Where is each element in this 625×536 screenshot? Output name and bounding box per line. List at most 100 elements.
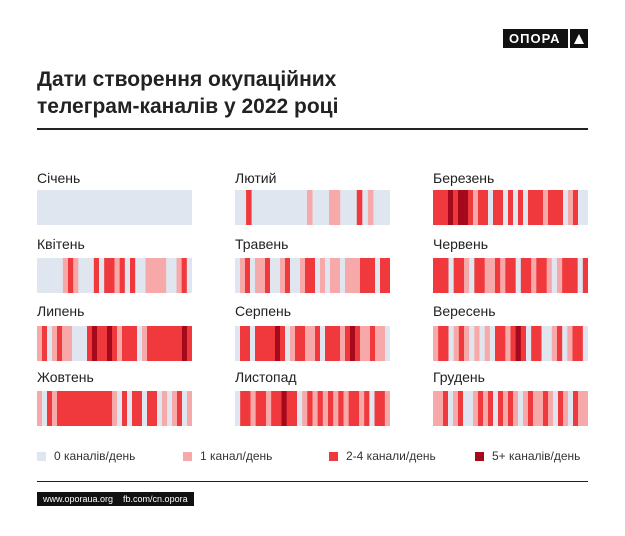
day-cell — [307, 391, 313, 426]
day-cell — [526, 326, 532, 361]
day-cell — [83, 258, 90, 293]
day-cell — [260, 391, 267, 426]
day-cell — [493, 391, 499, 426]
day-cell — [438, 326, 444, 361]
day-cell — [518, 190, 524, 225]
day-cell — [62, 391, 68, 426]
day-cell — [538, 391, 544, 426]
day-cell — [246, 190, 253, 225]
day-cell — [498, 391, 504, 426]
day-cell — [474, 258, 480, 293]
day-cell — [543, 190, 549, 225]
day-cell — [355, 258, 361, 293]
day-cell — [182, 391, 188, 426]
day-cell — [508, 391, 514, 426]
day-cell — [546, 326, 553, 361]
day-cell — [489, 258, 496, 293]
day-cell — [82, 326, 88, 361]
day-cell — [135, 258, 141, 293]
day-cell — [87, 190, 93, 225]
title-divider — [37, 128, 588, 130]
day-cell — [255, 391, 262, 426]
day-cell — [182, 190, 188, 225]
day-cell — [360, 258, 366, 293]
day-cell — [257, 190, 264, 225]
day-cell — [112, 326, 118, 361]
day-cell — [558, 190, 564, 225]
month-label: Червень — [433, 236, 488, 252]
day-cell — [453, 391, 459, 426]
day-cell — [567, 258, 573, 293]
day-cell — [235, 326, 241, 361]
day-cell — [538, 190, 544, 225]
day-cell — [130, 258, 136, 293]
month-strip — [37, 258, 192, 293]
day-cell — [37, 190, 43, 225]
day-cell — [458, 258, 465, 293]
legend-swatch — [183, 451, 192, 461]
day-cell — [345, 190, 352, 225]
day-cell — [279, 190, 286, 225]
day-cell — [370, 258, 376, 293]
day-cell — [479, 326, 486, 361]
day-cell — [295, 326, 301, 361]
day-cell — [62, 326, 68, 361]
day-cell — [541, 326, 548, 361]
day-cell — [137, 190, 143, 225]
footer-site: www.oporaua.org — [43, 494, 114, 504]
day-cell — [355, 326, 361, 361]
day-cell — [187, 190, 192, 225]
day-cell — [290, 326, 296, 361]
day-cell — [329, 190, 336, 225]
day-cell — [557, 258, 563, 293]
day-cell — [291, 391, 298, 426]
day-cell — [551, 258, 558, 293]
day-cell — [483, 190, 489, 225]
day-cell — [448, 391, 454, 426]
day-cell — [119, 258, 126, 293]
day-cell — [505, 258, 511, 293]
day-cell — [484, 326, 491, 361]
month-label: Липень — [37, 303, 85, 319]
month-label: Жовтень — [37, 369, 94, 385]
legend-label: 1 канал/день — [200, 449, 273, 463]
legend-item: 1 канал/день — [183, 449, 272, 463]
day-cell — [338, 391, 344, 426]
day-cell — [312, 190, 319, 225]
day-cell — [177, 190, 183, 225]
day-cell — [464, 326, 470, 361]
day-cell — [295, 258, 301, 293]
day-cell — [147, 326, 153, 361]
day-cell — [495, 258, 501, 293]
day-cell — [330, 326, 336, 361]
day-cell — [117, 190, 123, 225]
day-cell — [438, 391, 444, 426]
day-cell — [310, 326, 316, 361]
day-cell — [356, 190, 363, 225]
day-cell — [265, 258, 271, 293]
day-cell — [315, 258, 321, 293]
day-cell — [290, 258, 296, 293]
day-cell — [57, 326, 63, 361]
day-cell — [531, 258, 537, 293]
day-cell — [117, 326, 123, 361]
month-label: Березень — [433, 170, 495, 186]
title-line-2: телеграм-каналів у 2022 році — [37, 95, 339, 118]
day-cell — [290, 190, 297, 225]
day-cell — [104, 258, 110, 293]
day-cell — [286, 391, 293, 426]
footer-fb: fb.com/cn.opora — [123, 494, 188, 504]
day-cell — [500, 326, 506, 361]
day-cell — [187, 326, 192, 361]
day-cell — [42, 326, 48, 361]
day-cell — [448, 258, 455, 293]
day-cell — [340, 258, 346, 293]
legend-label: 5+ каналів/день — [492, 449, 581, 463]
day-cell — [335, 326, 341, 361]
day-cell — [72, 391, 78, 426]
month-strip — [37, 391, 192, 426]
day-cell — [47, 190, 53, 225]
day-cell — [155, 258, 162, 293]
day-cell — [543, 391, 549, 426]
day-cell — [328, 391, 334, 426]
